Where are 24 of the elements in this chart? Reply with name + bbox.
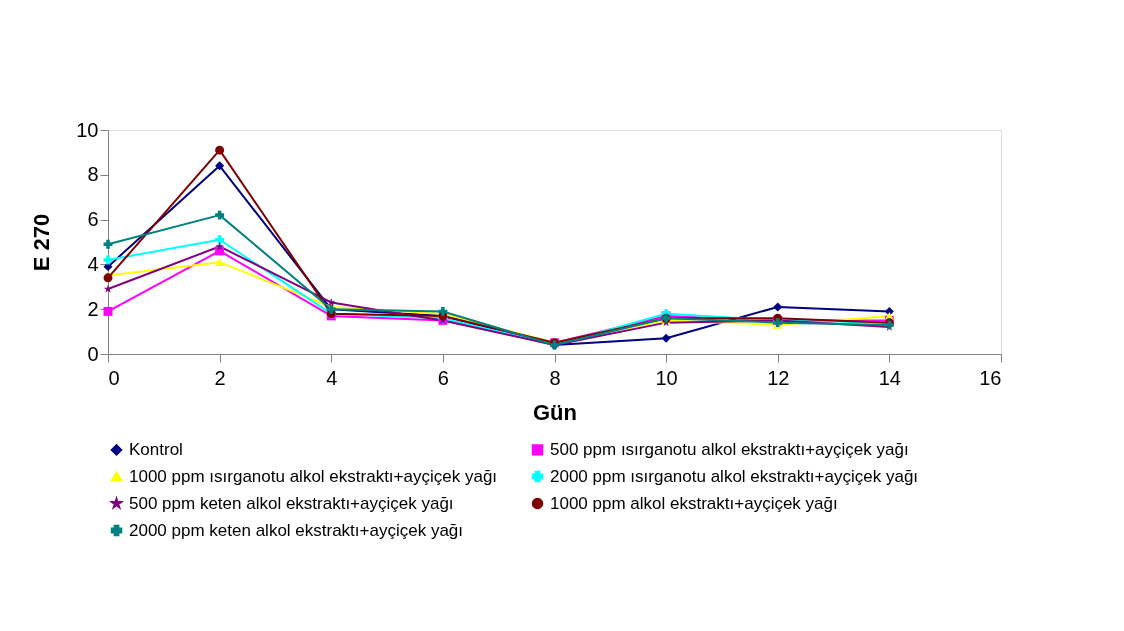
y-tick-label: 8 [87, 163, 99, 186]
x-tick-label: 4 [326, 366, 338, 389]
y-tick-label: 0 [87, 342, 99, 365]
x-tick-label: 0 [108, 366, 120, 389]
legend-label: 500 ppm ısırganotu alkol ekstraktı+ayçiçek yağı [550, 439, 909, 459]
legend-label: Kontrol [129, 439, 183, 459]
legend-label: 1000 ppm ısırganotu alkol ekstraktı+ayçiçek yağı [129, 466, 498, 486]
x-tick-label: 16 [979, 366, 1002, 389]
y-tick-label: 6 [87, 208, 99, 231]
y-tick-label: 2 [87, 297, 99, 320]
y-axis-title: E 270 [29, 213, 55, 272]
legend-label: 2000 ppm keten alkol ekstraktı+ayçiçek yağı [129, 520, 464, 540]
y-tick-label: 10 [76, 118, 99, 141]
x-tick-label: 14 [878, 366, 901, 389]
legend-label: 2000 ppm ısırganotu alkol ekstraktı+ayçiçek yağı [550, 466, 919, 486]
x-tick-label: 12 [767, 366, 790, 389]
x-tick-label: 6 [437, 366, 449, 389]
x-tick-label: 8 [549, 366, 561, 389]
x-tick-label: 10 [655, 366, 678, 389]
x-axis-title: Gün [533, 399, 577, 425]
x-tick-label: 2 [214, 366, 226, 389]
y-tick-label: 4 [87, 252, 99, 275]
legend-label: 1000 ppm alkol ekstraktı+ayçiçek yağı [550, 493, 838, 513]
legend-label: 500 ppm keten alkol ekstraktı+ayçiçek yağı [129, 493, 454, 513]
